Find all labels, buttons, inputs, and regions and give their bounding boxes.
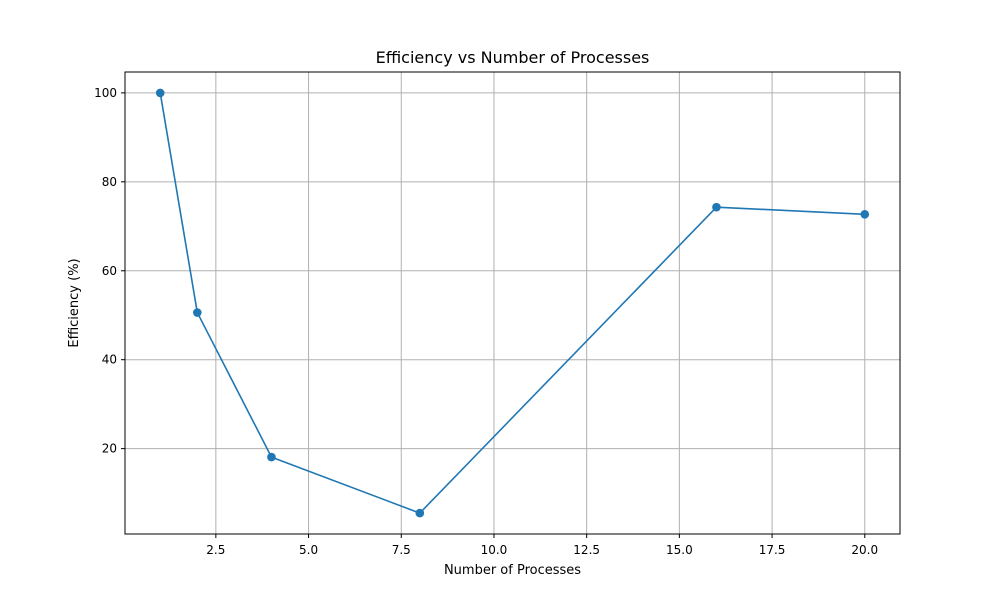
data-point <box>155 88 165 98</box>
y-tick-label: 60 <box>102 264 117 278</box>
y-tick-label: 100 <box>94 86 117 100</box>
x-tick-label: 17.5 <box>759 543 786 557</box>
chart-title: Efficiency vs Number of Processes <box>376 48 650 67</box>
x-axis-label: Number of Processes <box>444 563 581 578</box>
plot-frame <box>124 71 901 535</box>
x-tick-label: 20.0 <box>851 543 878 557</box>
plot-area <box>125 72 900 534</box>
x-tick-label: 12.5 <box>573 543 600 557</box>
x-tick-label: 10.0 <box>481 543 508 557</box>
y-tick-label: 20 <box>102 442 117 456</box>
data-point <box>193 308 202 317</box>
x-tick-label: 7.5 <box>392 543 411 557</box>
series-line <box>159 92 865 514</box>
data-point <box>415 508 425 518</box>
series <box>155 88 870 518</box>
data-point <box>860 209 870 219</box>
y-tick-label: 80 <box>102 175 117 189</box>
grid <box>125 72 900 534</box>
axes-ticks: 2.5 5.0 7.5 10.0 12.5 15.0 17.5 20.0 20 40 60 80 100 <box>94 86 878 557</box>
y-axis-label: Efficiency (%) <box>67 258 82 347</box>
x-tick-label: 5.0 <box>299 543 318 557</box>
x-tick-label: 15.0 <box>666 543 693 557</box>
y-tick-label: 40 <box>102 353 117 367</box>
data-point <box>712 202 721 212</box>
x-tick-label: 2.5 <box>206 543 225 557</box>
data-point <box>267 452 276 462</box>
